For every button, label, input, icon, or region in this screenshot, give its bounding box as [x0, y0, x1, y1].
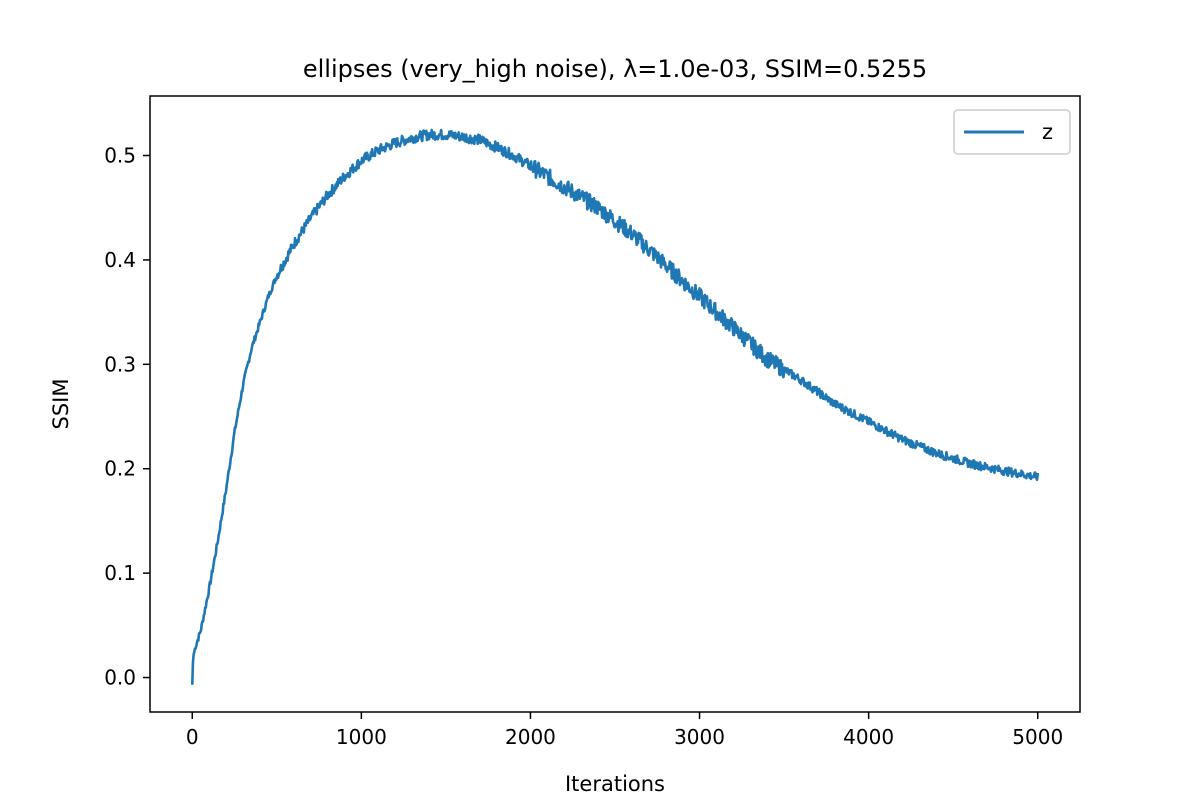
x-tick-label: 1000	[336, 725, 387, 749]
series-line-z	[190, 128, 1040, 685]
plot-frame	[149, 95, 1081, 713]
y-tick-label: 0.3	[104, 352, 136, 376]
x-tick-label: 0	[186, 725, 199, 749]
x-tick-label: 2000	[505, 725, 556, 749]
x-tick-label: 3000	[674, 725, 725, 749]
y-tick-label: 0.5	[104, 144, 136, 168]
y-tick-label: 0.4	[104, 248, 136, 272]
series-layer	[190, 128, 1040, 685]
x-axis-title: Iterations	[565, 772, 665, 796]
legend: z	[953, 109, 1071, 155]
legend-label-z: z	[1042, 120, 1053, 144]
y-axis-title: SSIM	[49, 379, 73, 430]
y-tick-label: 0.2	[104, 457, 136, 481]
x-tick-label: 5000	[1012, 725, 1063, 749]
plot-area	[150, 96, 1080, 712]
x-axis: 0 1000 2000 3000 4000 5000	[186, 712, 1063, 749]
chart-title: ellipses (very_high noise), λ=1.0e-03, S…	[303, 55, 927, 83]
x-tick-label: 4000	[843, 725, 894, 749]
y-tick-label: 0.1	[104, 561, 136, 585]
y-axis: 0.0 0.1 0.2 0.3 0.4 0.5	[104, 144, 150, 690]
y-tick-label: 0.0	[104, 666, 136, 690]
